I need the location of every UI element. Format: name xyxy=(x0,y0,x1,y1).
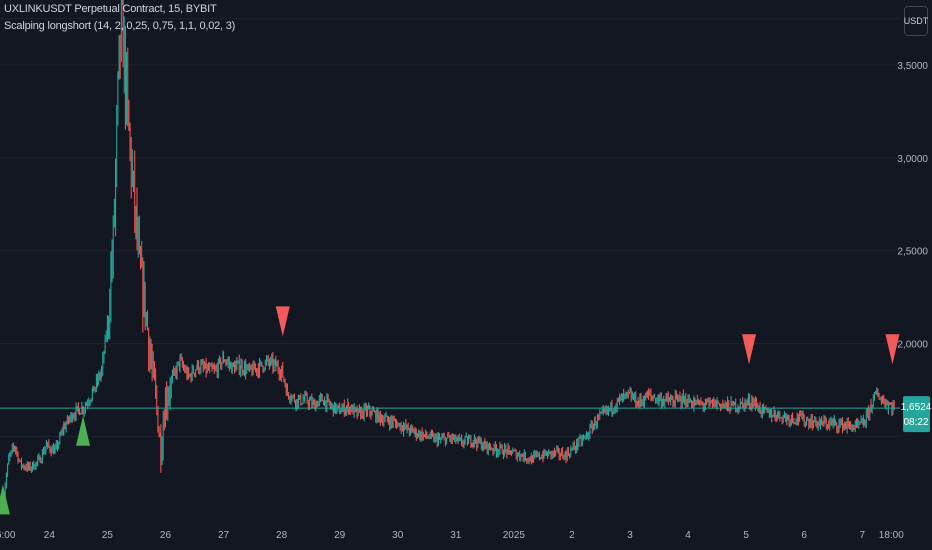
x-tick-label: 7 xyxy=(859,530,865,541)
symbol-title[interactable]: UXLINKUSDT Perpetual Contract, 15, BYBIT xyxy=(4,3,217,15)
short-signal-arrow xyxy=(885,334,900,365)
x-tick-label: 29 xyxy=(334,530,346,541)
x-tick-label: 30 xyxy=(392,530,404,541)
y-tick-label: 3,5000 xyxy=(897,61,928,72)
x-tick-label: 6 xyxy=(801,530,807,541)
last-price-badge: 1,6524 08:22 xyxy=(901,396,932,433)
long-signal-arrow xyxy=(0,484,10,515)
y-axis[interactable]: 3,5000 3,0000 2,5000 2,0000 xyxy=(897,61,928,351)
y-tick-label: 2,0000 xyxy=(897,340,928,351)
x-tick-label: 2025 xyxy=(503,530,526,541)
x-axis[interactable]: 06:00 24 25 26 27 28 29 30 31 2025 2 3 4 5 6 7 18:00 xyxy=(0,530,904,541)
indicator-legend[interactable]: Scalping longshort (14, 2, 0,25, 0,75, 1… xyxy=(4,20,236,32)
signals xyxy=(0,306,900,515)
currency-button[interactable]: USDT xyxy=(904,6,928,36)
last-price-value: 1,6524 xyxy=(901,402,932,413)
short-signal-arrow xyxy=(275,306,290,337)
x-tick-label: 06:00 xyxy=(0,530,16,541)
x-tick-label: 28 xyxy=(276,530,288,541)
x-tick-label: 31 xyxy=(450,530,462,541)
last-price-badge-box xyxy=(903,396,930,433)
x-tick-label: 24 xyxy=(44,530,56,541)
x-tick-label: 3 xyxy=(627,530,633,541)
x-tick-label: 27 xyxy=(218,530,230,541)
price-series xyxy=(2,0,895,508)
x-tick-label: 26 xyxy=(160,530,172,541)
y-tick-label: 3,0000 xyxy=(897,154,928,165)
x-tick-label: 4 xyxy=(685,530,691,541)
x-tick-label: 5 xyxy=(743,530,749,541)
long-signal-arrow xyxy=(76,415,91,446)
x-tick-label: 25 xyxy=(102,530,114,541)
y-tick-label: 2,5000 xyxy=(897,247,928,258)
currency-label: USDT xyxy=(903,16,929,26)
x-tick-label: 2 xyxy=(569,530,575,541)
bar-countdown: 08:22 xyxy=(903,417,928,428)
short-signal-arrow xyxy=(742,334,757,365)
x-tick-label: 18:00 xyxy=(879,530,904,541)
